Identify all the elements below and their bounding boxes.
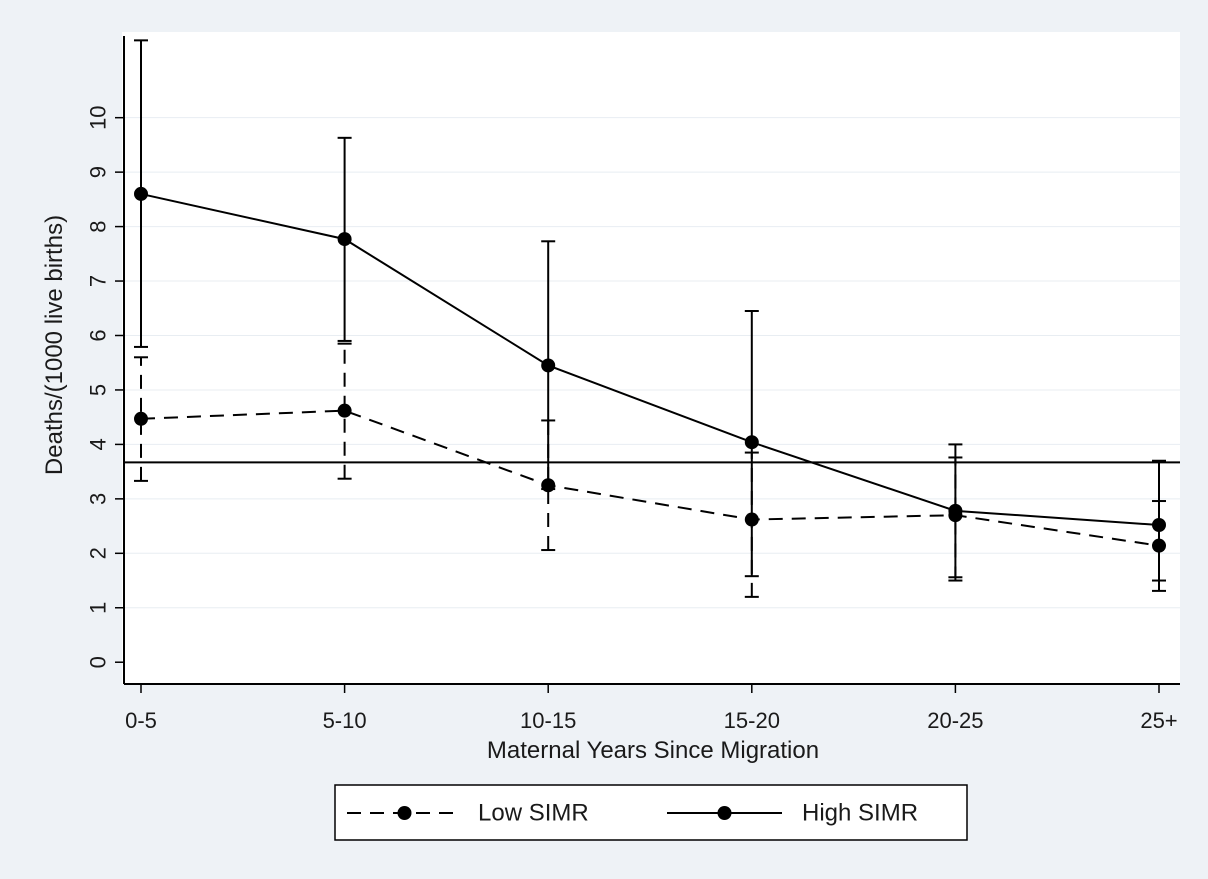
legend: Low SIMR High SIMR: [334, 784, 968, 841]
x-ticks: 0-5 5-10 10-15 15-20 20-25 25+: [125, 684, 1178, 733]
x-tick-label-15-20: 15-20: [724, 708, 780, 733]
x-tick-label-0-5: 0-5: [125, 708, 157, 733]
data-point-low-simr-10-15: [541, 478, 556, 493]
data-point-high-simr-25: [1152, 517, 1166, 532]
gridlines: [124, 117, 1180, 609]
y-axis-title: Deaths/(1000 live births): [41, 215, 68, 475]
legend-label-low-simr: Low SIMR: [478, 800, 589, 827]
plot-area: [122, 32, 1180, 684]
data-point-low-simr-25: [1152, 538, 1166, 553]
legend-item-high-simr: High SIMR: [667, 800, 918, 827]
data-point-high-simr-20-25: [948, 503, 963, 518]
markers: [134, 186, 1166, 553]
y-tick-label-2: 2: [86, 547, 111, 559]
data-point-high-simr-0-5: [134, 186, 148, 201]
y-ticks: 0 1 2 3 4 5 6 7 8 9 10: [86, 105, 124, 668]
error-bars: [134, 39, 1166, 598]
legend-item-low-simr: Low SIMR: [347, 800, 589, 827]
axes: [123, 36, 1180, 685]
data-point-low-simr-15-20: [744, 512, 759, 527]
error-bar-low-simr-0-5: [134, 356, 148, 482]
y-tick-label-3: 3: [86, 493, 111, 505]
y-tick-label-8: 8: [86, 220, 111, 232]
data-point-low-simr-5-10: [337, 403, 352, 418]
data-point-high-simr-15-20: [744, 435, 759, 450]
series-line-low-simr: [140, 409, 1160, 547]
legend-label-high-simr: High SIMR: [802, 800, 918, 827]
legend-swatch-marker-low-simr: [397, 806, 412, 820]
data-point-low-simr-0-5: [134, 411, 148, 426]
y-tick-label-0: 0: [86, 656, 111, 668]
x-axis-title: Maternal Years Since Migration: [487, 737, 819, 764]
x-tick-label-20-25: 20-25: [927, 708, 983, 733]
y-tick-label-5: 5: [86, 384, 111, 396]
series-lines: [140, 192, 1160, 547]
data-point-high-simr-5-10: [337, 232, 352, 247]
y-tick-label-7: 7: [86, 275, 111, 287]
x-tick-label-10-15: 10-15: [520, 708, 576, 733]
legend-items: Low SIMR High SIMR: [347, 800, 918, 827]
data-point-high-simr-10-15: [541, 358, 556, 373]
y-tick-label-6: 6: [86, 329, 111, 341]
y-tick-label-9: 9: [86, 166, 111, 178]
error-bar-low-simr-5-10: [337, 342, 352, 480]
x-tick-label-25: 25+: [1140, 708, 1177, 733]
legend-swatch-marker-high-simr: [717, 806, 732, 820]
y-tick-label-10: 10: [86, 105, 111, 129]
x-tick-label-5-10: 5-10: [323, 708, 367, 733]
y-tick-label-1: 1: [86, 602, 111, 614]
series-line-high-simr: [140, 192, 1160, 526]
y-tick-label-4: 4: [86, 438, 111, 450]
